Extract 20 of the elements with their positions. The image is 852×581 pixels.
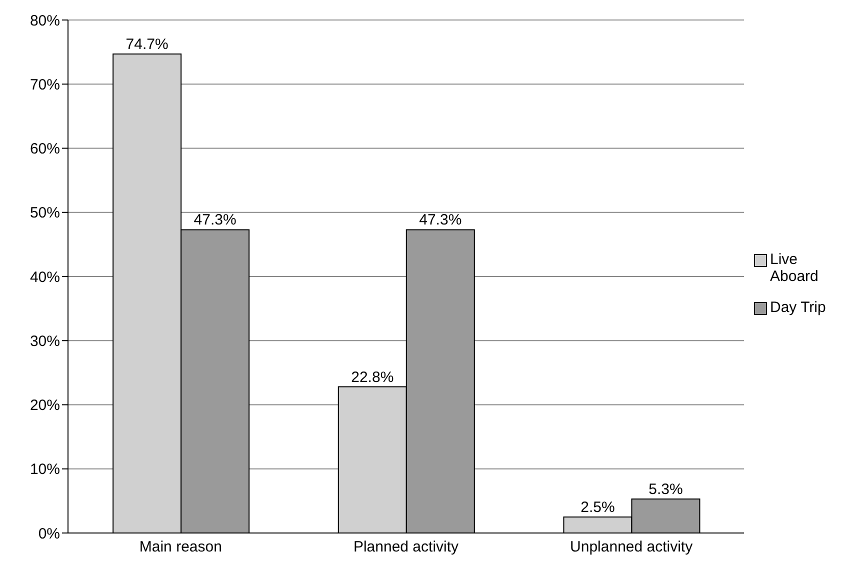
data-label: 22.8% (351, 368, 394, 386)
data-label: 74.7% (126, 36, 168, 53)
legend-label: Live Aboard (770, 251, 820, 285)
y-tick-label: 70% (30, 76, 60, 94)
data-label: 47.3% (194, 212, 236, 229)
y-tick-label: 30% (30, 332, 60, 350)
y-tick-label: 80% (30, 12, 60, 30)
y-tick-label: 20% (30, 397, 60, 414)
y-tick-label: 10% (30, 461, 60, 478)
legend-label: Day Trip (770, 299, 827, 316)
x-tick-label: Unplanned activity (570, 538, 694, 556)
y-tick-label: 0% (38, 525, 60, 542)
x-tick-label: Main reason (139, 538, 222, 556)
y-tick-label: 60% (30, 140, 60, 158)
y-tick-label: 50% (30, 204, 60, 222)
data-label: 5.3% (648, 481, 683, 498)
data-label: 47.3% (419, 212, 462, 229)
x-tick-label: Planned activity (353, 538, 460, 556)
y-tick-label: 40% (30, 268, 60, 286)
data-label: 2.5% (580, 498, 615, 516)
